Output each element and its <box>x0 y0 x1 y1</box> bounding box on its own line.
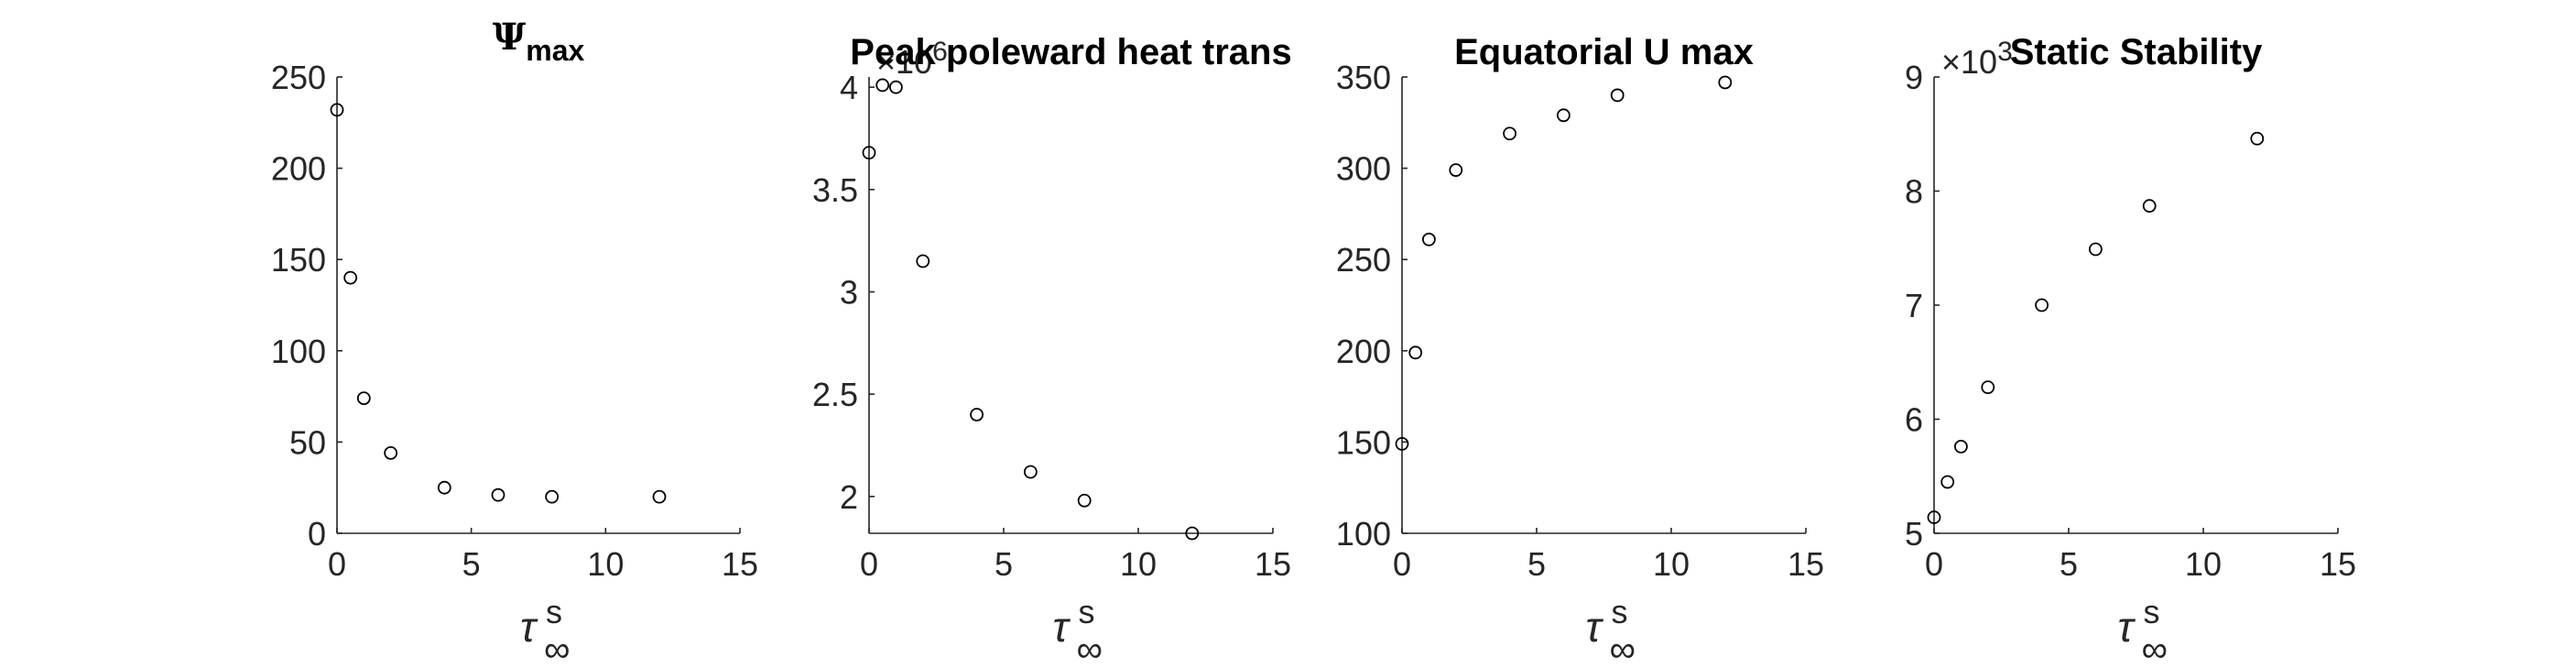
data-point <box>2035 298 2049 312</box>
chart-title: Ψmax <box>493 16 585 67</box>
y-tick-label: 250 <box>1336 241 1391 279</box>
x-axis-label-sup: s <box>2144 593 2160 630</box>
data-point <box>1024 465 1038 479</box>
x-tick-label: 5 <box>462 545 481 583</box>
y-tick-label: 300 <box>1336 150 1391 188</box>
x-tick-label: 0 <box>328 545 346 583</box>
chart-title: Equatorial U max <box>1454 32 1754 72</box>
data-point <box>1503 126 1516 141</box>
x-axis-label: τ <box>2118 603 2136 651</box>
data-point <box>1940 475 1955 489</box>
y-tick-label: 5 <box>1905 515 1923 553</box>
x-tick-label: 15 <box>722 545 758 583</box>
x-tick-label: 0 <box>1925 545 1943 583</box>
x-tick-label: 10 <box>1120 545 1157 583</box>
y-tick-label: 200 <box>271 150 326 188</box>
y-tick-label: 4 <box>840 69 858 106</box>
data-point <box>343 270 358 285</box>
axis-exponent-base: ×10 <box>876 43 932 81</box>
x-tick-label: 10 <box>587 545 624 583</box>
data-point <box>916 254 930 268</box>
y-tick-label: 250 <box>271 59 326 96</box>
x-axis-label-sup: s <box>1079 593 1095 630</box>
data-point <box>1185 526 1200 541</box>
data-point <box>491 487 505 502</box>
y-tick-label: 2.5 <box>812 376 858 413</box>
chart-title: Static Stability <box>2010 32 2263 72</box>
data-point <box>1953 439 1968 454</box>
data-point <box>862 146 876 160</box>
x-tick-label: 15 <box>2320 545 2356 583</box>
data-point <box>1449 163 1463 177</box>
data-point <box>330 103 344 117</box>
data-point <box>384 445 398 460</box>
axis-exponent-power: 3 <box>1997 37 2013 67</box>
data-point <box>2142 199 2157 214</box>
x-tick-label: 5 <box>1527 545 1546 583</box>
data-point <box>652 489 667 504</box>
x-axis-label-sub: ∞ <box>2142 630 2168 668</box>
y-tick-label: 6 <box>1905 401 1923 439</box>
x-tick-label: 5 <box>995 545 1013 583</box>
y-tick-label: 100 <box>271 333 326 370</box>
data-point <box>1927 510 1941 524</box>
x-tick-label: 15 <box>1788 545 1824 583</box>
y-tick-label: 8 <box>1905 173 1923 211</box>
chart-title-main: Ψ <box>493 16 527 59</box>
x-axis-label-sub: ∞ <box>1077 630 1103 668</box>
x-axis-label: τ <box>520 603 538 651</box>
y-tick-label: 350 <box>1336 59 1391 96</box>
data-point <box>970 408 984 422</box>
y-tick-label: 2 <box>840 478 858 516</box>
x-axis-label: τ <box>1586 603 1604 651</box>
y-tick-label: 9 <box>1905 59 1923 96</box>
data-point <box>1718 75 1733 90</box>
chart-title: Peak poleward heat trans <box>850 32 1291 72</box>
x-axis-label-sup: s <box>1612 593 1628 630</box>
y-tick-label: 200 <box>1336 333 1391 370</box>
chart-panel-3: 0 5 10 15 100 150 200 250 300 350 Equatorial U max… <box>1336 32 1824 668</box>
x-tick-label: 0 <box>1393 545 1411 583</box>
axis-exponent: ×103 <box>1941 37 2013 81</box>
chart-title-sub: max <box>526 34 584 67</box>
data-point <box>2088 242 2103 257</box>
data-point <box>437 480 451 495</box>
x-axis-label: τ <box>1053 603 1071 651</box>
y-tick-label: 50 <box>289 423 326 461</box>
y-tick-label: 7 <box>1905 287 1923 324</box>
x-tick-label: 0 <box>860 545 878 583</box>
y-tick-label: 150 <box>1336 423 1391 461</box>
data-point <box>1557 108 1571 123</box>
axis-exponent: ×106 <box>876 37 948 81</box>
y-tick-label: 3.5 <box>812 171 858 209</box>
data-point <box>2250 131 2265 146</box>
axis-exponent-base: ×10 <box>1941 43 1997 81</box>
y-tick-label: 0 <box>308 515 326 553</box>
data-point <box>889 80 903 94</box>
data-point <box>356 391 371 405</box>
data-point <box>1395 436 1409 451</box>
data-point <box>1077 493 1092 508</box>
x-tick-label: 15 <box>1255 545 1291 583</box>
x-tick-label: 10 <box>2185 545 2222 583</box>
axis-exponent-power: 6 <box>932 37 948 67</box>
y-tick-label: 100 <box>1336 515 1391 553</box>
x-axis-label-sup: s <box>546 593 562 630</box>
y-tick-label: 3 <box>840 273 858 311</box>
data-point <box>1981 380 1995 395</box>
x-axis-label-sub: ∞ <box>1610 630 1636 668</box>
x-tick-label: 10 <box>1653 545 1690 583</box>
data-point <box>1408 345 1423 360</box>
data-point <box>1422 232 1436 246</box>
y-tick-label: 150 <box>271 241 326 279</box>
data-point <box>1610 88 1625 103</box>
data-point <box>545 489 560 504</box>
data-point <box>875 78 890 93</box>
x-tick-label: 5 <box>2060 545 2078 583</box>
x-axis-label-sub: ∞ <box>544 630 571 668</box>
